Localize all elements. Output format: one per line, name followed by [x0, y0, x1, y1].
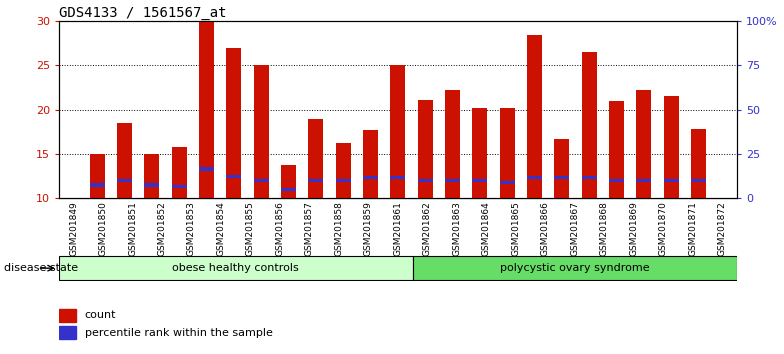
Bar	[582, 176, 597, 179]
Bar	[308, 179, 323, 182]
Bar	[554, 139, 569, 198]
Bar	[390, 176, 405, 179]
Text: GSM201862: GSM201862	[423, 201, 432, 256]
Bar	[254, 179, 269, 182]
Bar	[144, 183, 159, 187]
Text: GSM201859: GSM201859	[364, 201, 373, 256]
Text: GSM201854: GSM201854	[216, 201, 226, 256]
Bar	[582, 52, 597, 198]
Bar	[227, 175, 241, 178]
Text: GSM201858: GSM201858	[335, 201, 343, 256]
Bar	[527, 176, 542, 179]
Text: GSM201863: GSM201863	[452, 201, 461, 256]
Text: polycystic ovary syndrome: polycystic ovary syndrome	[500, 263, 650, 273]
Bar	[664, 179, 679, 182]
Bar	[499, 108, 515, 198]
Bar	[254, 65, 269, 198]
Text: percentile rank within the sample: percentile rank within the sample	[85, 328, 273, 338]
Bar	[144, 154, 159, 198]
Bar	[499, 181, 515, 184]
Text: GSM201851: GSM201851	[128, 201, 137, 256]
Bar	[117, 123, 132, 198]
Text: GSM201870: GSM201870	[659, 201, 668, 256]
Text: GSM201856: GSM201856	[275, 201, 285, 256]
Bar	[609, 101, 624, 198]
Bar	[473, 108, 488, 198]
Text: GSM201855: GSM201855	[246, 201, 255, 256]
Bar	[89, 183, 104, 187]
Text: GSM201861: GSM201861	[394, 201, 402, 256]
Text: GSM201852: GSM201852	[158, 201, 166, 256]
Text: GSM201867: GSM201867	[570, 201, 579, 256]
Text: GSM201869: GSM201869	[630, 201, 638, 256]
Bar	[117, 179, 132, 182]
Text: disease state: disease state	[4, 263, 78, 273]
Text: count: count	[85, 310, 116, 320]
Bar	[336, 143, 350, 198]
Text: GSM201866: GSM201866	[541, 201, 550, 256]
Bar	[554, 176, 569, 179]
Bar	[199, 21, 214, 198]
Bar	[412, 256, 737, 280]
Bar	[59, 256, 412, 280]
Bar	[691, 129, 706, 198]
Bar	[59, 326, 76, 339]
Bar	[637, 90, 652, 198]
Bar	[172, 185, 187, 188]
Bar	[527, 34, 542, 198]
Bar	[363, 176, 378, 179]
Bar	[390, 65, 405, 198]
Bar	[664, 97, 679, 198]
Text: GSM201865: GSM201865	[511, 201, 521, 256]
Text: GSM201871: GSM201871	[688, 201, 697, 256]
Bar	[363, 130, 378, 198]
Bar	[172, 147, 187, 198]
Text: obese healthy controls: obese healthy controls	[172, 263, 299, 273]
Text: GSM201864: GSM201864	[482, 201, 491, 256]
Bar	[445, 90, 460, 198]
Bar	[281, 188, 296, 191]
Bar	[473, 179, 488, 182]
Bar	[445, 179, 460, 182]
Bar	[609, 179, 624, 182]
Bar	[227, 48, 241, 198]
Text: GSM201853: GSM201853	[187, 201, 196, 256]
Text: GSM201850: GSM201850	[99, 201, 107, 256]
Bar	[691, 179, 706, 182]
Bar	[199, 167, 214, 171]
Bar	[59, 309, 76, 321]
Bar	[308, 119, 323, 198]
Text: GSM201857: GSM201857	[305, 201, 314, 256]
Bar	[418, 179, 433, 182]
Bar	[89, 154, 104, 198]
Bar	[336, 179, 350, 182]
Text: GSM201868: GSM201868	[600, 201, 609, 256]
Text: GSM201872: GSM201872	[717, 201, 727, 256]
Text: GSM201849: GSM201849	[69, 201, 78, 256]
Text: GDS4133 / 1561567_at: GDS4133 / 1561567_at	[59, 6, 227, 20]
Bar	[281, 166, 296, 198]
Bar	[637, 179, 652, 182]
Bar	[418, 100, 433, 198]
